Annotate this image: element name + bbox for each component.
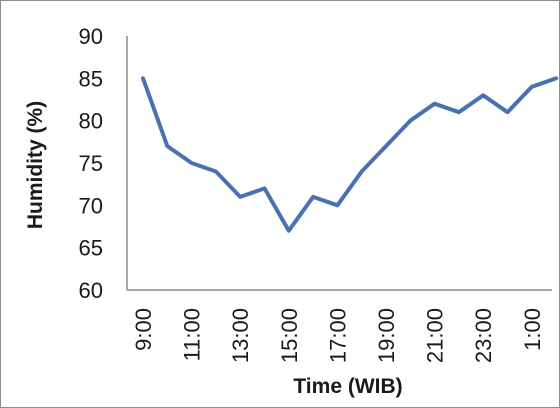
- x-tick-label: 9:00: [131, 308, 156, 351]
- x-tick-label: 11:00: [180, 308, 205, 361]
- humidity-series-line: [141, 76, 559, 233]
- x-tick-label: 21:00: [423, 308, 448, 363]
- y-tick-label: 75: [79, 151, 103, 176]
- y-tick-label: 65: [79, 236, 103, 261]
- x-tick-label: 19:00: [374, 308, 399, 363]
- axes: [126, 36, 552, 291]
- y-tick-label: 70: [79, 193, 103, 218]
- x-tick-label: 17:00: [325, 308, 350, 363]
- y-axis-title: Humidity (%): [24, 101, 47, 229]
- x-tick-label: 23:00: [471, 308, 496, 363]
- y-tick-label: 60: [79, 278, 103, 303]
- y-tick-label: 85: [79, 66, 103, 91]
- x-tick-labels: 9:00 11:00 13:00 15:00 17:00 19:00 21:00 23:00 1…: [131, 308, 545, 363]
- series-layer: [141, 76, 559, 233]
- x-axis-title: Time (WIB): [293, 375, 402, 398]
- x-tick-label: 13:00: [228, 308, 253, 363]
- y-tick-labels: 60 65 70 75 80 85 90: [79, 24, 103, 303]
- y-tick-label: 90: [79, 24, 103, 49]
- x-tick-label: 1:00: [520, 308, 545, 351]
- y-tick-label: 80: [79, 109, 103, 134]
- x-tick-label: 15:00: [277, 308, 302, 363]
